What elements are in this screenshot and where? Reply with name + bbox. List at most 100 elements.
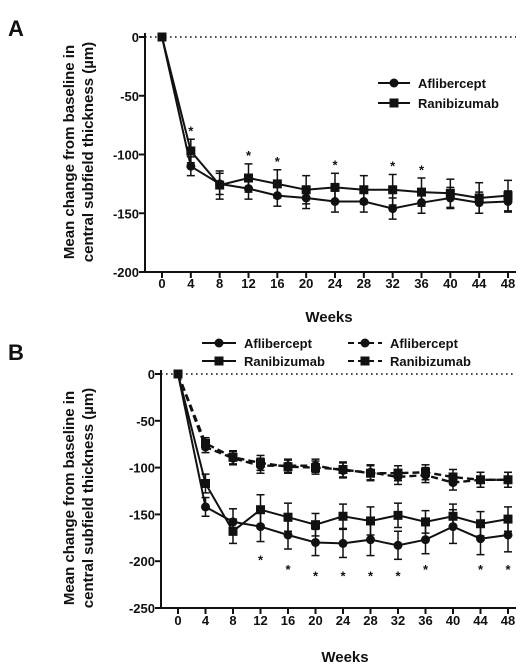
y-axis-title-line-1: Mean change from baseline in	[61, 45, 78, 259]
data-point-square	[311, 520, 320, 530]
data-point-square	[503, 475, 513, 485]
data-point-square	[201, 438, 210, 448]
legend-marker-square	[389, 98, 399, 108]
data-point-square	[256, 505, 265, 515]
data-point-square	[173, 369, 183, 379]
significance-asterisk: *	[395, 568, 401, 583]
y-tick-label: -150	[129, 507, 155, 522]
panel-b: B Mean change from baseline in central s…	[8, 336, 516, 666]
y-tick-label: 0	[132, 30, 139, 45]
x-tick-label: 24	[336, 613, 351, 628]
significance-asterisk: *	[423, 562, 429, 577]
data-point-square	[366, 468, 375, 478]
significance-asterisk: *	[390, 159, 396, 174]
data-point-square	[283, 512, 293, 522]
legend-entry-ranibizumab-solid: Ranibizumab	[202, 354, 325, 369]
data-point-square	[445, 188, 455, 198]
data-point-square	[366, 516, 375, 526]
series-ranibizumab-solid	[173, 369, 513, 545]
series-ranibizumab-dashed	[173, 369, 513, 489]
x-tick-label: 24	[328, 276, 343, 291]
data-point-square	[448, 511, 458, 521]
legend-b: Aflibercept Ranibizumab Aflibercept Rani…	[202, 336, 471, 369]
significance-asterisk: *	[275, 154, 281, 169]
data-point-circle	[503, 530, 513, 540]
data-point-square	[393, 468, 403, 478]
data-point-circle	[366, 535, 375, 545]
data-point-circle	[338, 538, 348, 548]
x-tick-label: 8	[229, 613, 236, 628]
significance-asterisk: *	[332, 158, 338, 173]
x-tick-label: 32	[385, 276, 399, 291]
x-tick-label: 4	[202, 613, 210, 628]
significance-asterisk: *	[285, 562, 291, 577]
legend-label: Aflibercept	[244, 336, 313, 351]
data-point-circle	[186, 161, 196, 171]
data-point-square	[388, 185, 398, 195]
legend-entry-ranibizumab-dashed: Ranibizumab	[348, 354, 471, 369]
significance-asterisk: *	[258, 553, 264, 568]
legend-entry-aflibercept-dashed: Aflibercept	[348, 336, 459, 351]
data-point-square	[421, 517, 430, 527]
significance-asterisk: *	[340, 568, 346, 583]
significance-asterisk: *	[188, 123, 194, 138]
x-tick-label: 0	[158, 276, 165, 291]
x-tick-label: 48	[501, 613, 515, 628]
data-point-square	[393, 510, 403, 520]
panel-label: B	[8, 340, 24, 365]
x-tick-label: 48	[501, 276, 515, 291]
y-tick-label: -200	[129, 554, 155, 569]
y-axis-title-line-1: Mean change from baseline in	[61, 391, 78, 605]
data-point-square	[476, 519, 485, 529]
data-point-circle	[393, 540, 403, 550]
x-axis-title: Weeks	[321, 649, 368, 666]
significance-asterisk: *	[478, 562, 484, 577]
data-point-square	[503, 191, 513, 201]
y-axis-title-line-2: central subfield thickness (µm)	[80, 388, 97, 608]
legend-label: Ranibizumab	[418, 96, 499, 111]
data-point-square	[330, 182, 340, 192]
data-point-square	[474, 193, 484, 203]
data-point-square	[338, 511, 348, 521]
x-tick-label: 16	[281, 613, 295, 628]
legend-label: Ranibizumab	[244, 354, 325, 369]
x-tick-label: 20	[299, 276, 313, 291]
data-point-square	[228, 526, 238, 536]
x-tick-label: 32	[391, 613, 405, 628]
x-tick-label: 40	[443, 276, 457, 291]
significance-asterisk: *	[313, 568, 319, 583]
legend-marker-square	[360, 356, 370, 366]
panel-a: A Mean change from baseline in central s…	[8, 16, 516, 326]
data-point-square	[503, 514, 513, 524]
legend-entry-aflibercept: Aflibercept	[378, 76, 487, 91]
significance-asterisk: *	[368, 568, 374, 583]
y-tick-label: -250	[129, 601, 155, 616]
x-tick-label: 4	[187, 276, 195, 291]
panel-label: A	[8, 16, 24, 41]
x-tick-label: 8	[216, 276, 223, 291]
x-tick-label: 20	[308, 613, 322, 628]
x-tick-label: 28	[363, 613, 377, 628]
x-tick-label: 16	[270, 276, 284, 291]
legend-a: Aflibercept Ranibizumab	[378, 76, 499, 111]
data-point-circle	[388, 204, 398, 214]
legend-label: Ranibizumab	[390, 354, 471, 369]
legend-entry-aflibercept-solid: Aflibercept	[202, 336, 313, 351]
legend-label: Aflibercept	[418, 76, 487, 91]
x-tick-label: 40	[446, 613, 460, 628]
data-point-square	[301, 185, 311, 195]
x-tick-label: 36	[418, 613, 432, 628]
y-tick-label: -100	[113, 148, 139, 163]
y-tick-label: -50	[136, 414, 155, 429]
x-tick-label: 44	[473, 613, 488, 628]
x-axis-title: Weeks	[305, 309, 352, 326]
data-point-square	[272, 179, 282, 189]
x-tick-label: 36	[414, 276, 428, 291]
legend-entry-ranibizumab: Ranibizumab	[378, 96, 499, 111]
data-point-square	[448, 472, 458, 482]
significance-asterisk: *	[246, 148, 252, 163]
data-point-square	[311, 463, 320, 473]
data-point-square	[256, 458, 265, 468]
